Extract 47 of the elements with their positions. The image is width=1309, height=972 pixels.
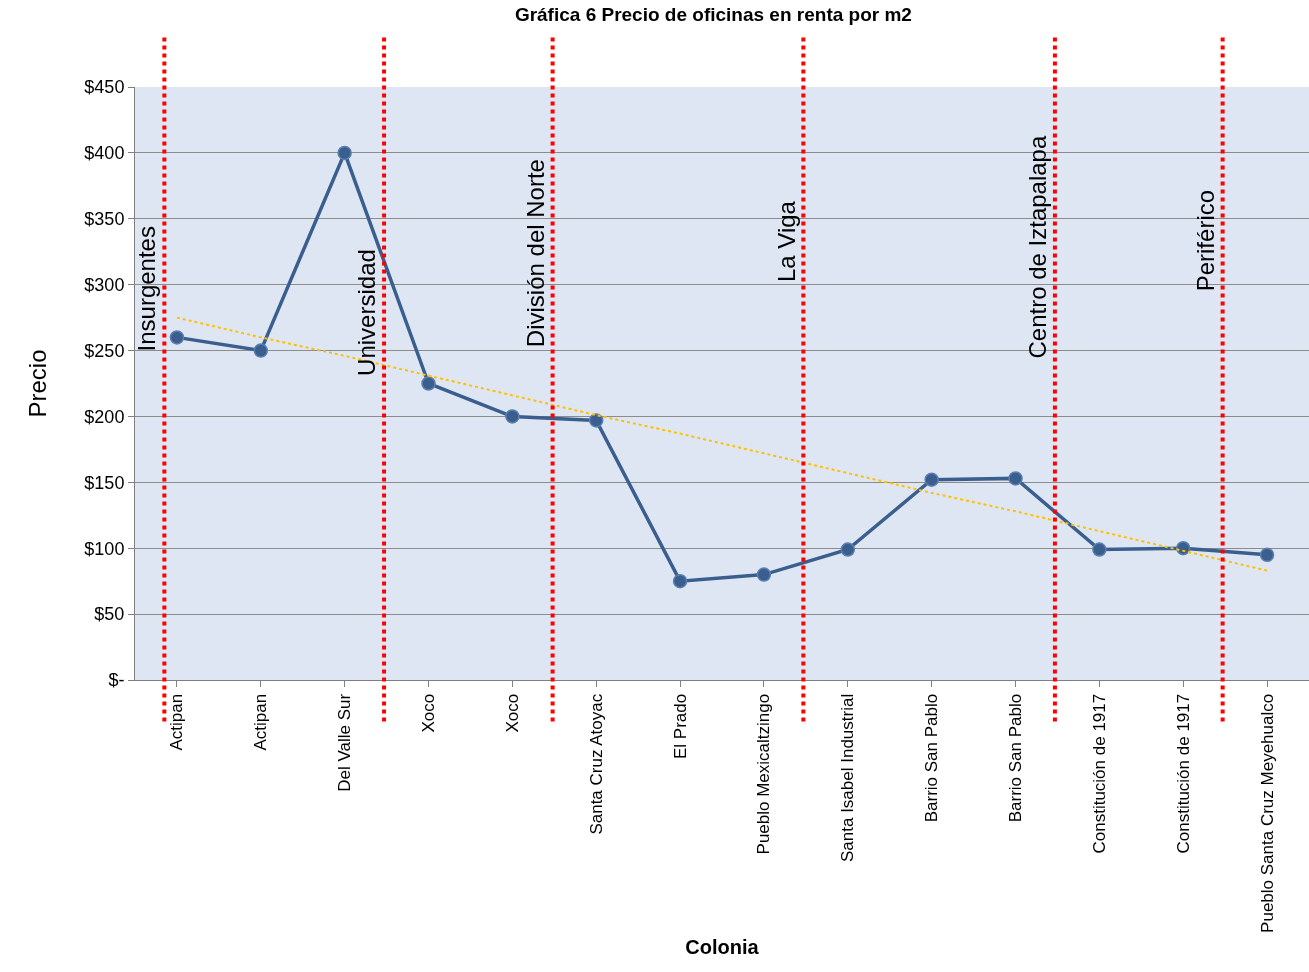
annotation: Periférico [1191, 189, 1219, 292]
x-tick-label: Barrio San Pablo [1006, 693, 1026, 823]
annotation: Universidad [353, 249, 381, 376]
y-tick-label: $350 [84, 209, 125, 230]
point [421, 376, 436, 391]
y-axis-title: Precio [24, 349, 52, 418]
x-tick-label: Del Valle Sur [335, 693, 355, 792]
y-tick-label: $250 [84, 340, 125, 361]
point [588, 413, 604, 428]
x-tick-label: Constitución de 1917 [1173, 693, 1193, 854]
y-tick-label: $100 [84, 538, 125, 559]
point [169, 330, 185, 345]
point [840, 542, 856, 557]
x-tick-label: Xoco [502, 693, 522, 733]
x-tick-label: Santa Cruz Atoyac [586, 693, 606, 835]
annotation: Centro de Iztapalapa [1024, 135, 1052, 359]
x-tick-label: Constitución de 1917 [1089, 693, 1109, 854]
x-tick-label: Santa Isabel Industrial [838, 693, 858, 863]
x-tick-label: Pueblo Mexicaltzingo [754, 693, 774, 855]
point [756, 567, 772, 582]
point [672, 573, 688, 589]
point [1259, 547, 1275, 563]
annotation: División del Norte [522, 159, 550, 348]
x-tick-label: Actipan [167, 693, 187, 751]
annotation: Insurgentes [133, 226, 161, 352]
y-tick-label: $300 [84, 274, 125, 295]
y-tick-label: $150 [84, 472, 125, 493]
y-tick-label: $200 [84, 406, 125, 427]
point [924, 472, 939, 487]
point [505, 409, 520, 424]
point [1092, 542, 1107, 557]
x-axis-title: Colonia [685, 936, 760, 959]
x-tick-label: El Prado [670, 693, 690, 759]
point [1008, 471, 1023, 486]
annotation: La Viga [772, 200, 800, 283]
chart-title: Gráfica 6 Precio de oficinas en renta por m2 [514, 4, 912, 26]
y-tick-label: $400 [84, 143, 125, 164]
point [253, 343, 269, 358]
y-tick-label: $- [108, 670, 125, 691]
point [337, 145, 352, 161]
x-tick-label: Xoco [419, 693, 439, 733]
y-tick-label: $450 [84, 77, 125, 98]
point [1175, 540, 1191, 556]
y-tick-label: $50 [94, 604, 125, 625]
x-tick-label: Pueblo Santa Cruz Meyehualco [1257, 693, 1277, 933]
x-tick-label: Actipan [251, 693, 271, 751]
x-tick-label: Barrio San Pablo [922, 693, 942, 823]
